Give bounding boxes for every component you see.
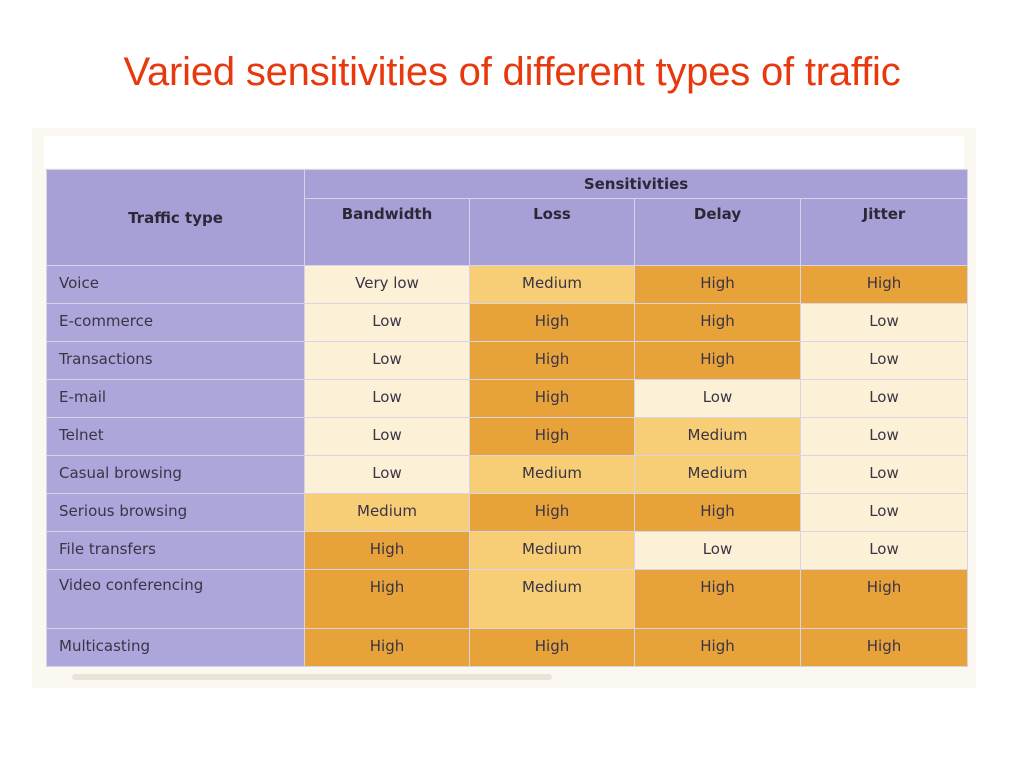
cell-jitter: Low [800,303,968,342]
cell-delay: High [634,265,801,304]
column-header-bandwidth: Bandwidth [304,198,470,266]
cell-bandwidth: Low [304,303,470,342]
sensitivities-header: Sensitivities [304,169,968,199]
table-row: Voice Very low Medium High High [46,265,968,304]
table-row: E-mail Low High Low Low [46,379,968,418]
cell-delay: Low [634,531,801,570]
cell-jitter: High [800,569,968,629]
table-row: Multicasting High High High High [46,628,968,667]
table-row: File transfers High Medium Low Low [46,531,968,570]
cell-loss: High [469,303,635,342]
cell-loss: High [469,493,635,532]
cell-loss: Medium [469,455,635,494]
cell-loss: High [469,341,635,380]
cell-loss: Medium [469,531,635,570]
cell-jitter: Low [800,417,968,456]
row-label: File transfers [46,531,305,570]
cell-delay: High [634,493,801,532]
cell-delay: Medium [634,455,801,494]
cell-delay: Low [634,379,801,418]
cell-loss: Medium [469,265,635,304]
row-label: E-mail [46,379,305,418]
cell-jitter: Low [800,531,968,570]
row-label: Voice [46,265,305,304]
table-row: E-commerce Low High High Low [46,303,968,342]
cell-jitter: Low [800,493,968,532]
row-label: Multicasting [46,628,305,667]
cell-loss: High [469,628,635,667]
cell-jitter: High [800,628,968,667]
cell-delay: High [634,628,801,667]
cell-bandwidth: Medium [304,493,470,532]
cell-bandwidth: Low [304,379,470,418]
cell-delay: High [634,341,801,380]
cell-bandwidth: High [304,569,470,629]
cell-bandwidth: Low [304,417,470,456]
sensitivity-table: Traffic type Sensitivities Bandwidth Los… [46,169,968,667]
column-header-loss: Loss [469,198,635,266]
table-row: Serious browsing Medium High High Low [46,493,968,532]
slide-title: Varied sensitivities of different types … [123,50,901,94]
cell-bandwidth: High [304,628,470,667]
caption-smudge [72,674,552,680]
cell-jitter: Low [800,379,968,418]
row-label: Video conferencing [46,569,305,629]
row-label: Casual browsing [46,455,305,494]
traffic-type-header: Traffic type [46,169,305,266]
table-row: Transactions Low High High Low [46,341,968,380]
cell-loss: High [469,417,635,456]
cell-delay: Medium [634,417,801,456]
cell-jitter: Low [800,455,968,494]
cell-bandwidth: Low [304,341,470,380]
row-label: Transactions [46,341,305,380]
row-label: Serious browsing [46,493,305,532]
table-row: Casual browsing Low Medium Medium Low [46,455,968,494]
column-header-jitter: Jitter [800,198,968,266]
cell-bandwidth: Low [304,455,470,494]
table-row: Telnet Low High Medium Low [46,417,968,456]
cell-bandwidth: Very low [304,265,470,304]
row-label: Telnet [46,417,305,456]
photo-top-band [44,136,964,168]
cell-delay: High [634,303,801,342]
table-row: Video conferencing High Medium High High [46,569,968,629]
cell-jitter: Low [800,341,968,380]
cell-loss: Medium [469,569,635,629]
cell-delay: High [634,569,801,629]
row-label: E-commerce [46,303,305,342]
column-header-delay: Delay [634,198,801,266]
cell-jitter: High [800,265,968,304]
cell-bandwidth: High [304,531,470,570]
cell-loss: High [469,379,635,418]
